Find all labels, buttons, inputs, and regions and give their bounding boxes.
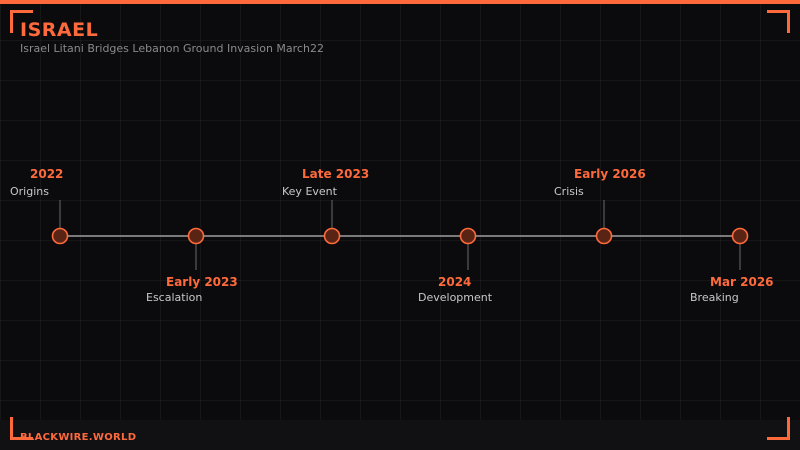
event-label: Origins <box>10 185 49 198</box>
timeline-event: Early 2023 Escalation <box>146 227 238 304</box>
event-label: Development <box>418 291 493 304</box>
timeline-event: 2022 Origins <box>10 167 69 245</box>
event-node <box>51 227 69 245</box>
event-label: Key Event <box>282 185 338 198</box>
event-label: Breaking <box>690 291 739 304</box>
page-title: ISRAEL <box>20 19 99 41</box>
timeline-event: 2024 Development <box>418 227 493 304</box>
timeline-event: Late 2023 Key Event <box>282 167 369 245</box>
event-date: 2022 <box>30 167 63 181</box>
event-node <box>731 227 749 245</box>
event-label: Crisis <box>554 185 584 198</box>
corner-bracket-bottom-right <box>767 417 790 440</box>
event-node <box>459 227 477 245</box>
corner-bracket-bottom-left <box>10 417 33 440</box>
event-date: Early 2023 <box>166 275 238 289</box>
corner-bracket-top-right <box>767 10 790 33</box>
corner-bracket-top-left <box>10 10 33 33</box>
timeline-event: Early 2026 Crisis <box>554 167 646 245</box>
page-subtitle: Israel Litani Bridges Lebanon Ground Inv… <box>20 42 324 55</box>
event-node <box>595 227 613 245</box>
event-date: Mar 2026 <box>710 275 774 289</box>
timeline-event: Mar 2026 Breaking <box>690 227 774 304</box>
event-date: 2024 <box>438 275 471 289</box>
footer-brand: BLACKWIRE.WORLD <box>20 432 137 443</box>
top-accent-bar <box>0 0 800 4</box>
event-label: Escalation <box>146 291 202 304</box>
event-node <box>187 227 205 245</box>
event-date: Late 2023 <box>302 167 369 181</box>
event-node <box>323 227 341 245</box>
footer-bar <box>0 420 800 450</box>
event-date: Early 2026 <box>574 167 646 181</box>
